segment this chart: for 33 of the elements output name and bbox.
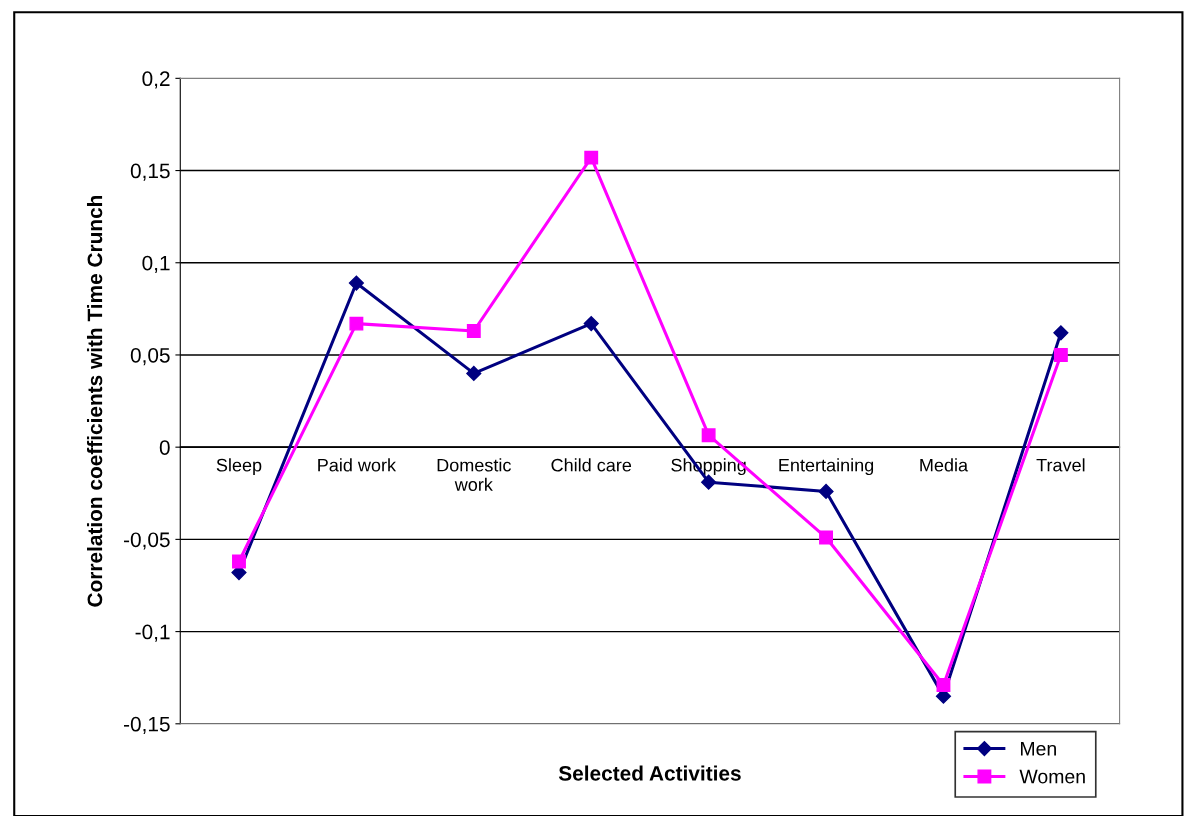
point [349, 316, 364, 331]
x-tick-label: Domestic work [437, 458, 511, 491]
y-tick-label: -0,1 [135, 624, 170, 642]
y-tick-label: 0,05 [130, 347, 170, 366]
x-tick-label: Child care [551, 458, 632, 472]
point [936, 678, 951, 693]
point [701, 428, 716, 443]
y-tick-label: -0,15 [123, 716, 170, 735]
x-tick-label: Entertaining [779, 458, 874, 476]
point [466, 365, 482, 381]
legend-label: Women [1019, 769, 1085, 784]
point [232, 554, 246, 569]
legend-label: Men [1021, 742, 1056, 756]
y-tick-label: 0 [159, 440, 170, 455]
y-tick-label: 0,2 [142, 71, 170, 89]
point [819, 530, 833, 545]
x-tick-label: Travel [1036, 458, 1085, 472]
y-tick-label: 0,15 [130, 163, 170, 181]
x-tick-label: Media [920, 458, 969, 472]
point [701, 474, 717, 490]
x-tick-label: Paid work [318, 458, 397, 472]
point [584, 150, 599, 165]
x-axis-title: Selected Activities [558, 765, 741, 781]
point [1053, 325, 1069, 341]
y-tick-label: -0,05 [123, 532, 170, 550]
point [466, 324, 481, 338]
point [348, 275, 364, 291]
x-tick-label: Sleep [216, 458, 262, 476]
y-tick-label: 0,1 [142, 255, 170, 273]
point [583, 316, 599, 332]
y-axis-title: Correlation coefficients with Time Crunch [86, 195, 103, 607]
point [1053, 348, 1068, 362]
point [818, 483, 834, 499]
